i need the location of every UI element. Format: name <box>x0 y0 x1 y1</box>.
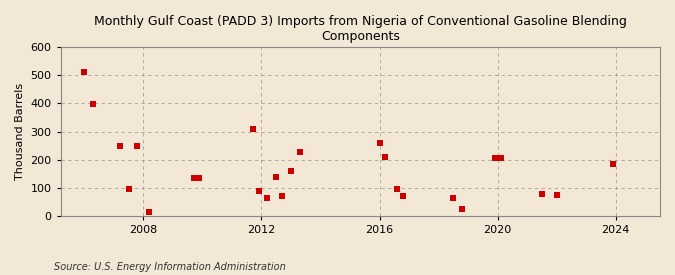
Point <box>495 156 506 161</box>
Point <box>398 194 408 199</box>
Point <box>537 192 547 196</box>
Point <box>380 155 391 159</box>
Point <box>271 175 281 179</box>
Point <box>489 155 500 160</box>
Point <box>262 196 273 200</box>
Point <box>392 186 403 191</box>
Point <box>114 144 125 148</box>
Point <box>277 194 288 199</box>
Point <box>132 144 143 148</box>
Point <box>144 210 155 214</box>
Point <box>88 102 99 106</box>
Point <box>286 169 296 173</box>
Point <box>294 150 305 154</box>
Point <box>253 189 264 193</box>
Point <box>79 70 90 74</box>
Point <box>608 162 618 166</box>
Point <box>448 196 459 201</box>
Title: Monthly Gulf Coast (PADD 3) Imports from Nigeria of Conventional Gasoline Blendi: Monthly Gulf Coast (PADD 3) Imports from… <box>94 15 627 43</box>
Point <box>194 176 205 180</box>
Text: Source: U.S. Energy Information Administration: Source: U.S. Energy Information Administ… <box>54 262 286 272</box>
Point <box>374 141 385 145</box>
Point <box>247 126 258 131</box>
Point <box>551 193 562 197</box>
Point <box>188 176 199 180</box>
Y-axis label: Thousand Barrels: Thousand Barrels <box>15 83 25 180</box>
Point <box>457 207 468 211</box>
Point <box>124 187 134 192</box>
